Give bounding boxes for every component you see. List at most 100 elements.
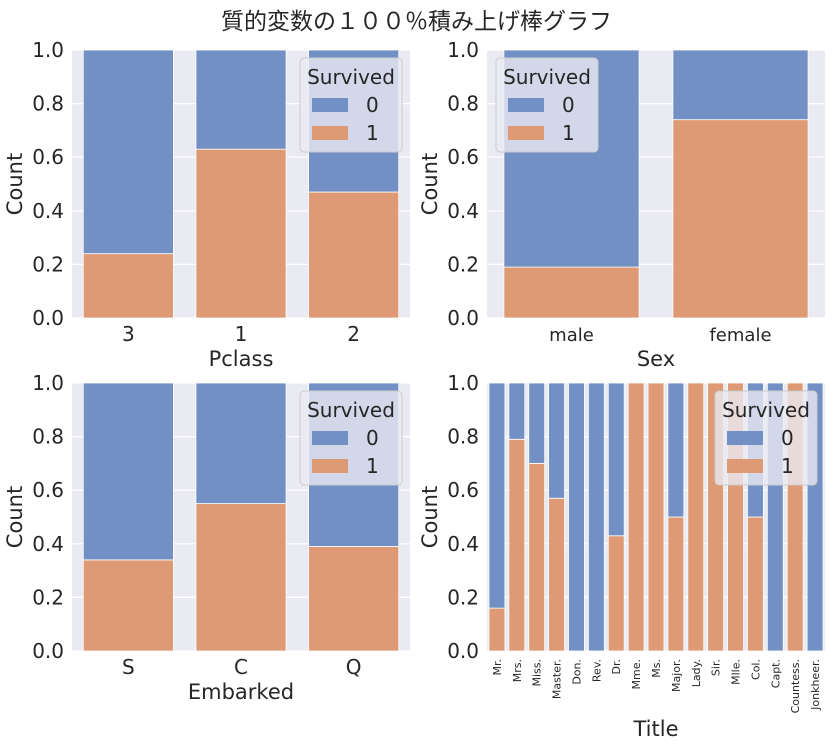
legend-swatch-1 [312,126,348,140]
x-tick-label: Sir. [710,659,723,676]
bar-survived-0-3 [82,49,174,255]
y-tick-label: 0.4 [32,199,64,223]
bar-survived-0-major [667,382,685,518]
y-tick-label: 0.6 [32,478,64,502]
y-tick-label: 0.8 [447,425,479,449]
y-tick-label: 1.0 [32,371,64,395]
y-tick-label: 0.0 [32,306,64,330]
x-tick-label: Col. [749,659,762,680]
legend: Survived 0 1 [495,57,599,153]
bar-survived-1-col [747,516,764,652]
x-tick-label: Countess. [789,659,802,713]
legend-title: Survived [307,65,395,89]
y-tick-label: 0.4 [447,199,479,223]
x-tick-label: S [122,655,135,679]
y-axis-label: Count [418,153,442,215]
y-tick-label: 0.6 [447,145,479,169]
legend-swatch-0 [508,98,544,112]
legend-swatch-0 [727,431,763,445]
bar-survived-0-female [672,49,809,121]
x-tick-label: Dr. [610,659,623,674]
x-axis-label: Title [632,717,678,741]
legend-title: Survived [722,398,810,422]
legend-label-0: 0 [781,426,794,450]
legend: Survived 0 1 [299,57,403,153]
legend: Survived 0 1 [299,390,403,486]
x-axis-label: Sex [637,347,675,371]
y-axis-label: Count [3,153,27,215]
bar-survived-1-major [667,516,685,652]
y-tick-label: 0.0 [447,306,479,330]
bar-survived-1-mrs [508,438,526,652]
bar-survived-1-c [195,503,287,652]
bar-survived-1-female [672,119,809,319]
bar-survived-1-mme [627,382,645,652]
x-tick-label: Lady. [690,659,703,687]
x-axis-label: Pclass [209,347,274,371]
y-tick-label: 0.8 [32,92,64,116]
x-tick-label: male [549,325,594,346]
chart-panel-3: 0.0 0.2 0.4 0.6 0.8 1.0 S C Q Embarked Count Surviv… [3,371,410,704]
bar-survived-1-lady [687,382,705,652]
y-axis-label: Count [3,486,27,548]
bar-survived-0-master [548,382,565,499]
bar-survived-0-mr [488,382,506,609]
x-tick-label: Mlle. [730,659,743,685]
x-tick-label: Mme. [630,659,643,689]
legend-swatch-1 [508,126,544,140]
x-tick-label: Master. [551,659,564,699]
y-tick-label: 0.8 [447,92,479,116]
figure-title: 質的変数の１００％積み上げ棒グラフ [221,9,612,35]
legend-label-1: 1 [366,454,379,478]
x-tick-label: 2 [347,322,360,346]
legend-label-1: 1 [562,121,575,145]
x-tick-label: Rev. [590,659,603,682]
bar-survived-1-male [503,266,640,319]
bar-survived-0-s [82,382,174,561]
bar-survived-1-3 [82,253,174,319]
y-axis-label: Count [418,486,442,548]
x-tick-label: female [709,325,771,346]
bar-survived-1-q [308,546,400,652]
bar-survived-1-miss [528,462,546,652]
legend-swatch-0 [312,98,348,112]
x-tick-label: 3 [122,322,135,346]
y-tick-label: 0.6 [447,478,479,502]
bar-survived-0-miss [528,382,546,464]
chart-panel-2: 0.0 0.2 0.4 0.6 0.8 1.0 male female Sex Count Surv… [418,38,825,371]
legend-label-0: 0 [366,93,379,117]
x-tick-label: Miss. [531,659,544,687]
x-tick-label: Capt. [769,659,782,688]
y-tick-label: 1.0 [447,371,479,395]
y-tick-label: 1.0 [447,38,479,62]
legend: Survived 0 1 [714,390,818,486]
x-tick-label: C [234,655,248,679]
y-tick-label: 0.2 [32,252,64,276]
y-tick-label: 0.6 [32,145,64,169]
x-tick-label: 1 [235,322,248,346]
y-tick-label: 0.8 [32,425,64,449]
legend-label-0: 0 [562,93,575,117]
legend-label-0: 0 [366,426,379,450]
x-tick-label: Mrs. [511,659,524,682]
bar-survived-1-s [82,559,174,652]
bar-survived-1-2 [308,191,400,319]
legend-label-1: 1 [366,121,379,145]
bar-survived-0-don [568,382,585,652]
chart-panel-4: 0.0 0.2 0.4 0.6 0.8 1.0 Mr. Mrs. Miss. Master. Don… [418,371,825,741]
legend-swatch-1 [312,459,348,473]
legend-swatch-0 [312,431,348,445]
chart-panel-1: 0.0 0.2 0.4 0.6 0.8 1.0 3 1 2 Pclass Count Survived… [3,38,410,371]
bar-survived-1-1 [195,148,287,319]
bar-survived-0-mrs [508,382,526,440]
y-tick-label: 0.0 [32,639,64,663]
y-tick-label: 0.2 [447,585,479,609]
bar-survived-0-rev [588,382,605,652]
x-tick-label: Q [346,655,362,679]
legend-label-1: 1 [781,454,794,478]
legend-swatch-1 [727,459,763,473]
y-tick-label: 0.4 [32,532,64,556]
legend-title: Survived [307,398,395,422]
